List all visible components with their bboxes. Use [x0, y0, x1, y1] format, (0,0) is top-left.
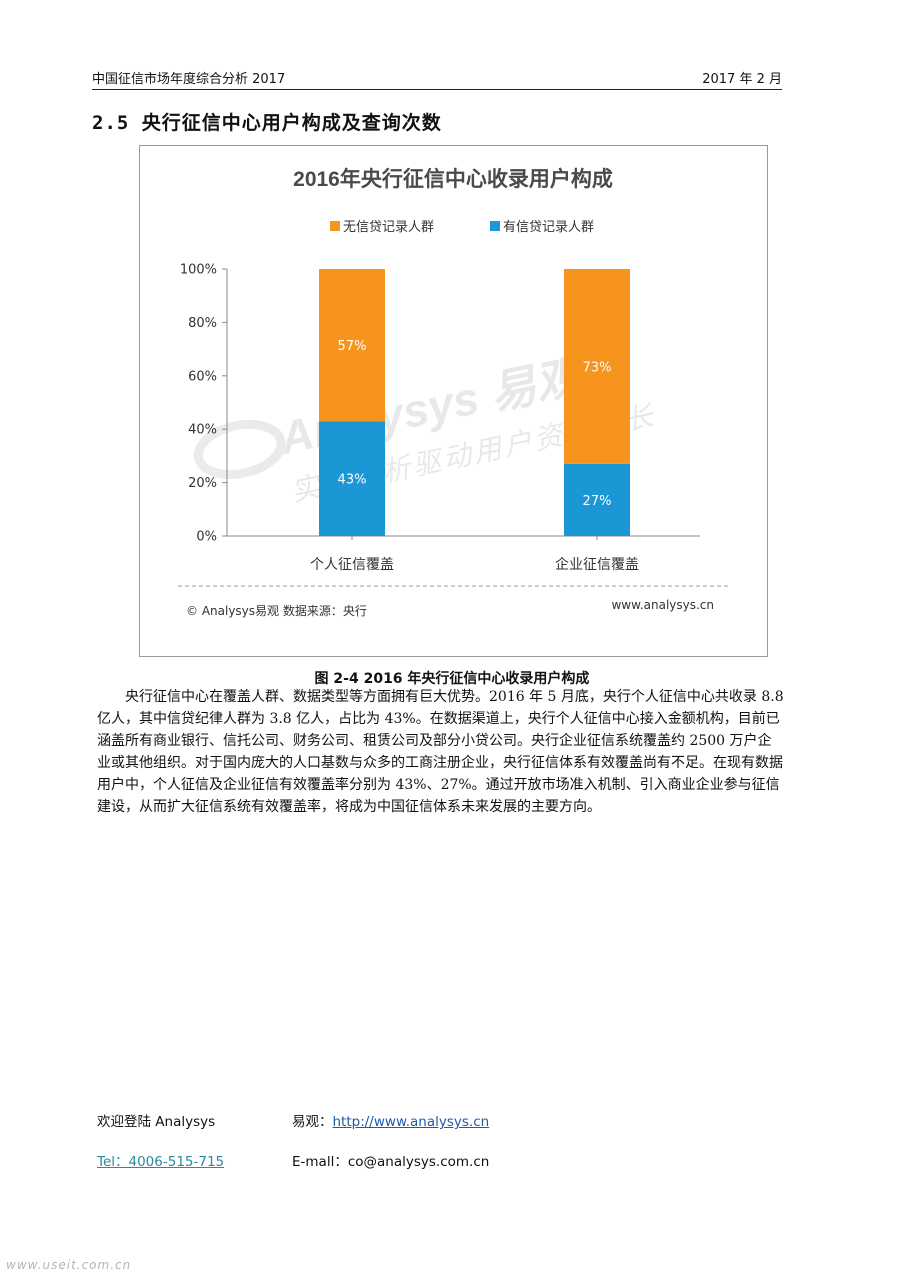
body-text: 央行征信中心在覆盖人群、数据类型等方面拥有巨大优势。2016 年 5 月底，央行… [97, 686, 785, 818]
chart-legend: 无信贷记录人群 有信贷记录人群 [330, 220, 594, 235]
y-tick-label: 100% [180, 263, 217, 278]
y-axis: 0% 20% 40% 60% 80% 100% [180, 263, 700, 545]
bar-data-label: 57% [338, 339, 367, 354]
watermark-logo-ring [193, 419, 286, 479]
bar-data-label: 43% [338, 473, 367, 488]
bar-segment [564, 463, 630, 536]
legend-label: 有信贷记录人群 [503, 220, 594, 235]
chart-source-note: © Analysys易观 数据来源：央行 [186, 603, 367, 618]
y-tick-label: 0% [196, 530, 217, 545]
page-watermark: www.useit.com.cn [6, 1258, 132, 1272]
footer-site-label: 易观： [292, 1114, 333, 1130]
footer-welcome: 欢迎登陆 Analysys [97, 1114, 216, 1130]
chart-frame: Analysys 易观 实时分析驱动用户资产成长 2016年央行征信中心收录用户构… [139, 145, 768, 657]
figure-caption: 图 2-4 2016 年央行征信中心收录用户构成 [314, 671, 590, 687]
y-tick-label: 60% [188, 369, 217, 384]
body-paragraph: 央行征信中心在覆盖人群、数据类型等方面拥有巨大优势。2016 年 5 月底，央行… [97, 689, 784, 815]
y-tick-label: 20% [188, 476, 217, 491]
legend-swatch [490, 221, 500, 231]
legend-swatch [330, 221, 340, 231]
footer-tel-link[interactable]: Tel：4006-515-715 [97, 1154, 225, 1170]
document-header-date: 2017 年 2 月 [702, 72, 782, 87]
bar-data-label: 73% [583, 360, 612, 375]
chart-source-url: www.analysys.cn [611, 598, 714, 612]
footer-site: 易观：http://www.analysys.cn [292, 1110, 489, 1130]
header-divider [92, 89, 782, 90]
y-tick-label: 40% [188, 423, 217, 438]
x-category-label: 企业征信覆盖 [555, 556, 639, 573]
y-tick-label: 80% [188, 316, 217, 331]
bar-segment [319, 421, 385, 536]
chart-title: 2016年央行征信中心收录用户构成 [293, 167, 613, 191]
legend-label: 无信贷记录人群 [343, 220, 434, 235]
section-title: 2.5 央行征信中心用户构成及查询次数 [92, 112, 442, 134]
footer-email: E-mall：co@analysys.com.cn [292, 1154, 490, 1170]
document-header-title: 中国征信市场年度综合分析 2017 [92, 72, 286, 87]
bar-data-label: 27% [583, 494, 612, 509]
bar-segment [564, 269, 630, 464]
bar-series: 43% 57% 个人征信覆盖 27% 73% 企业征信覆盖 [310, 269, 639, 573]
footer-site-link[interactable]: http://www.analysys.cn [332, 1114, 490, 1130]
x-category-label: 个人征信覆盖 [310, 557, 394, 573]
bar-segment [319, 269, 385, 422]
